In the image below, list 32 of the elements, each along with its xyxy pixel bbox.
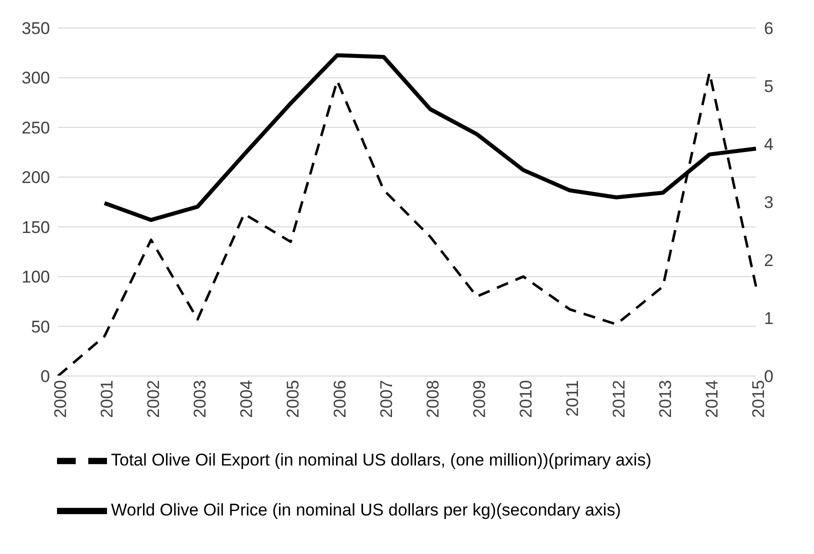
- y-tick-label: 0: [40, 367, 50, 386]
- x-tick-label: 2001: [98, 380, 117, 418]
- x-tick-label: 2009: [470, 380, 489, 418]
- x-tick-label: 2003: [190, 380, 210, 418]
- x-tick-label: 2014: [702, 380, 722, 418]
- x-tick-label: 2007: [376, 380, 396, 418]
- x-tick-label: 2012: [609, 380, 628, 418]
- x-tick-label: 2006: [330, 380, 350, 418]
- y-tick-label: 300: [22, 68, 50, 88]
- y-tick-label: 150: [22, 218, 50, 237]
- y-tick-label: 100: [22, 268, 50, 287]
- legend-label: Total Olive Oil Export (in nominal US dollars, (one million))(primary axis): [111, 450, 652, 470]
- y2-tick-label: 3: [764, 193, 774, 212]
- y2-tick-label: 6: [764, 19, 774, 38]
- x-tick-label: 2013: [656, 380, 676, 418]
- x-tick-label: 2000: [51, 380, 70, 418]
- y-tick-label: 350: [22, 19, 50, 38]
- y2-tick-label: 2: [764, 251, 774, 270]
- x-tick-label: 2008: [423, 380, 442, 418]
- x-tick-label: 2004: [237, 380, 256, 418]
- x-tick-label: 2005: [284, 380, 303, 418]
- x-tick-label: 2010: [516, 380, 536, 418]
- y-tick-label: 200: [22, 168, 50, 188]
- y2-tick-label: 0: [764, 367, 774, 386]
- y-tick-label: 50: [31, 317, 50, 336]
- legend-label: World Olive Oil Price (in nominal US dollars per kg)(secondary axis): [111, 500, 621, 520]
- x-tick-label: 2002: [144, 380, 164, 418]
- y2-tick-label: 1: [764, 309, 774, 328]
- y2-tick-label: 5: [764, 77, 774, 96]
- x-tick-label: 2011: [562, 380, 582, 417]
- y2-tick-label: 4: [764, 135, 774, 154]
- y-tick-label: 250: [22, 118, 50, 138]
